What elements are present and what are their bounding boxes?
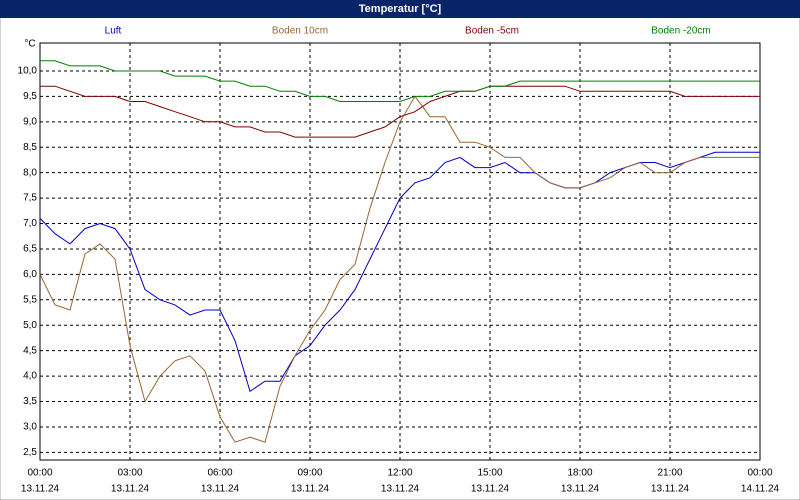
y-tick-label: 10,0 [18,66,38,77]
y-tick-label: 3,5 [23,396,37,407]
y-tick-label: 3,0 [23,422,37,433]
x-tick-label: 06:00 [207,468,232,479]
y-tick-label: 6,0 [23,269,37,280]
x-tick-label: 00:00 [747,468,772,479]
x-tick-date: 13.11.24 [561,484,600,495]
x-tick-date: 13.11.24 [381,484,420,495]
y-tick-label: 5,0 [23,320,37,331]
y-tick-label: 9,0 [23,116,37,127]
series-line [40,85,760,138]
y-tick-label: 7,5 [23,193,37,204]
x-tick-label: 09:00 [297,468,322,479]
x-tick-label: 00:00 [27,468,52,479]
x-tick-date: 13.11.24 [111,484,150,495]
plot-area [39,42,761,461]
legend-entry: Luft [105,26,122,37]
y-tick-label: 5,5 [23,294,37,305]
legend-entry: Boden -20cm [651,26,710,37]
y-tick-label: 4,5 [23,345,37,356]
x-tick-date: 13.11.24 [291,484,330,495]
x-tick-date: 13.11.24 [201,484,240,495]
y-tick-label: 4,0 [23,371,37,382]
y-tick-label: 8,5 [23,142,37,153]
legend-entry: Boden 10cm [272,26,328,37]
series-line [40,60,760,102]
x-tick-label: 03:00 [117,468,142,479]
x-tick-label: 18:00 [567,468,592,479]
x-tick-date: 14.11.24 [741,484,780,495]
x-tick-label: 21:00 [657,468,682,479]
legend-entry: Boden -5cm [465,26,519,37]
y-tick-label: 2,5 [23,447,37,458]
chart-title: Temperatur [°C] [359,3,442,15]
title-bar [0,0,800,18]
y-tick-label: 7,0 [23,218,37,229]
x-tick-label: 12:00 [387,468,412,479]
x-tick-date: 13.11.24 [21,484,60,495]
series-line [39,95,760,443]
x-tick-label: 15:00 [477,468,502,479]
x-tick-date: 13.11.24 [651,484,690,495]
y-tick-label: 6,5 [23,244,37,255]
y-tick-label: 8,0 [23,167,37,178]
y-axis-label: °C [24,39,35,50]
y-tick-label: 9,5 [23,91,37,102]
x-tick-date: 13.11.24 [471,484,510,495]
